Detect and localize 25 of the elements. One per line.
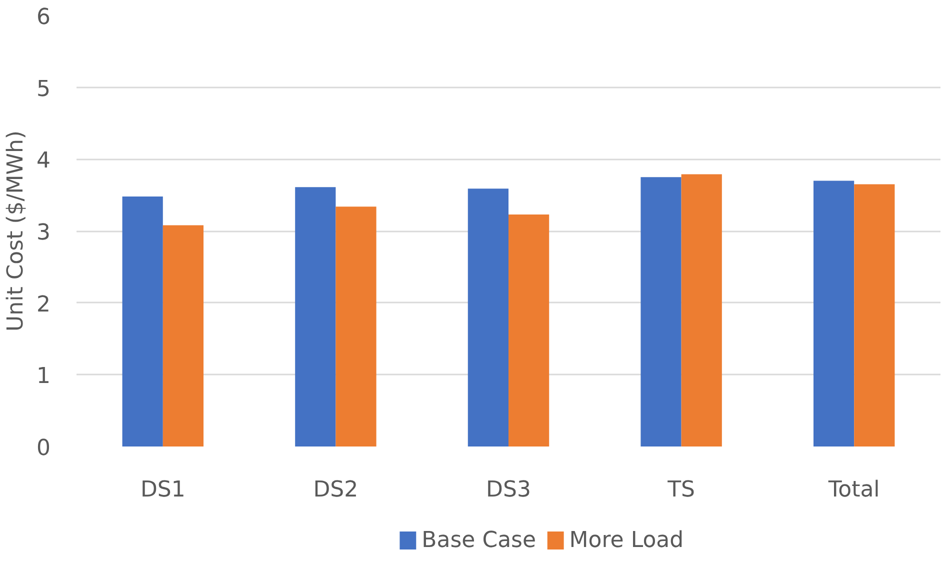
bar (813, 180, 854, 446)
x-tick-label: DS1 (140, 478, 186, 502)
x-tick-label: Total (827, 478, 880, 502)
bar (854, 184, 895, 446)
y-axis-title: Unit Cost ($/MWh) (4, 130, 29, 332)
y-tick-label: 5 (36, 76, 51, 102)
bar (336, 206, 376, 446)
legend-label: More Load (569, 528, 684, 553)
bar (468, 188, 508, 446)
bar (162, 225, 204, 446)
y-tick-label: 6 (36, 5, 51, 30)
y-tick-label: 0 (36, 436, 51, 461)
y-tick-label: 1 (36, 364, 51, 390)
bar (508, 214, 550, 446)
bar (295, 187, 336, 446)
bar (122, 196, 163, 446)
x-tick-label: DS2 (313, 478, 358, 502)
bar (640, 177, 682, 446)
y-tick-label: 4 (36, 148, 51, 174)
x-tick-label: TS (666, 478, 696, 502)
y-tick-label: 2 (36, 292, 51, 318)
bar (681, 174, 722, 446)
y-tick-label: 3 (36, 220, 51, 246)
legend-label: Base Case (422, 528, 536, 553)
x-tick-label: DS3 (486, 478, 531, 502)
